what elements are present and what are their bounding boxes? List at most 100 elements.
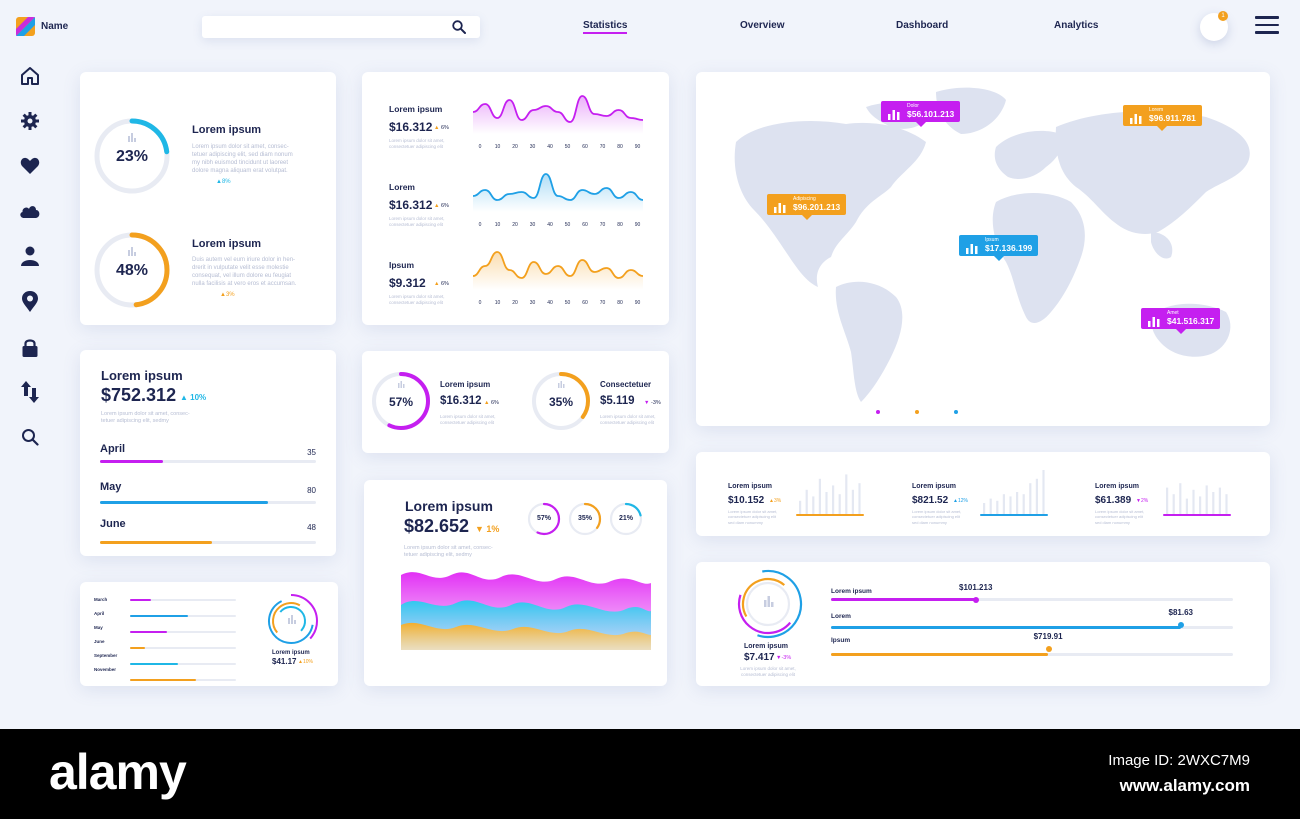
progress-handle[interactable] (1045, 645, 1052, 652)
location-pin-icon[interactable] (18, 289, 42, 313)
search-icon[interactable] (452, 20, 466, 39)
wave-caption: Lorem ipsum dolor sit amet, consectetuer… (389, 138, 445, 150)
donut-chart: 48% (92, 230, 172, 310)
pin-value: $96.201.213 (793, 201, 841, 212)
gear-icon[interactable] (18, 109, 42, 133)
wave-tick: 60 (582, 144, 588, 150)
wave-value: $9.312 (389, 276, 426, 290)
wave-change-value: 6% (440, 125, 449, 131)
donut-change: ▲3% (220, 292, 235, 298)
small-ring-chart: 35% (568, 502, 602, 536)
progress-label: Ipsum (831, 637, 851, 644)
month-value: 35 (307, 448, 316, 457)
wave-tick: 20 (512, 222, 518, 228)
bar-stat-title: Lorem ipsum (912, 483, 956, 490)
list-label: September (94, 653, 118, 658)
wave-caption: Lorem ipsum dolor sit amet, consectetuer… (389, 294, 445, 306)
pagination-dot[interactable] (954, 410, 958, 414)
wave-tick: 80 (617, 222, 623, 228)
progress-card: Lorem ipsum $7.417 ▼-3% Lorem ipsum dolo… (696, 562, 1270, 686)
wave-tick: 80 (617, 144, 623, 150)
nav-analytics[interactable]: Analytics (1054, 20, 1099, 31)
map-pin[interactable]: Amet $41.516.317 (1141, 308, 1221, 334)
pin-label: Lorem (1149, 107, 1164, 113)
bar-stat-change-value: 2% (1140, 498, 1149, 504)
progress-value: $719.91 (1033, 632, 1063, 641)
user-icon[interactable] (18, 244, 42, 268)
bar-stats-card: Lorem ipsum $10.152 ▲3% Lorem ipsum dolor s… (696, 452, 1270, 536)
home-icon[interactable] (18, 64, 42, 88)
wave-tick: 30 (530, 222, 536, 228)
heart-icon[interactable] (18, 154, 42, 178)
progress-handle[interactable] (973, 596, 980, 603)
map-pin[interactable]: Dolor $56.101.213 (881, 101, 961, 127)
mini-bar (996, 500, 999, 514)
months-card: Lorem ipsum $752.312 ▲ 10% Lorem ipsum d… (80, 350, 336, 556)
search-bar[interactable] (202, 16, 480, 38)
wave-tick: 80 (617, 300, 623, 306)
ring-arc (568, 502, 602, 536)
nav-overview[interactable]: Overview (740, 20, 785, 31)
donut-change-value: 3% (225, 292, 235, 298)
cloud-icon[interactable] (18, 199, 42, 223)
bar-stat-title: Lorem ipsum (728, 483, 772, 490)
list-progress-fill (130, 599, 152, 601)
search-icon[interactable] (18, 425, 42, 449)
bar-stat-value: $61.389 (1095, 495, 1132, 506)
wave-change-value: 6% (440, 281, 449, 287)
hamburger-menu-icon[interactable] (1255, 16, 1279, 36)
area-series (401, 622, 651, 650)
wave-value: $16.312 (389, 198, 433, 212)
site-url: www.alamy.com (1119, 776, 1250, 795)
pagination-dot[interactable] (915, 410, 919, 414)
wave-tick: 50 (565, 144, 571, 150)
pin-value: $41.516.317 (1167, 315, 1215, 326)
sort-arrows-icon[interactable] (18, 380, 42, 404)
pin-label: Adipiscing (793, 196, 816, 202)
wave-chart: 0 10 20 30 40 50 60 70 80 90 (472, 173, 644, 228)
donut-percent: 57% (388, 395, 414, 409)
list-label: May (94, 625, 103, 630)
wave-change-value: 6% (440, 203, 449, 209)
donut-text: Duis autem vel eum iriure dolor in hen- … (192, 257, 297, 288)
pagination-dot[interactable] (876, 410, 880, 414)
list-progress-fill (130, 663, 178, 665)
lock-icon[interactable] (18, 335, 42, 359)
bar-chart-icon (888, 109, 900, 120)
app-logo[interactable] (16, 17, 35, 36)
mini-title: Lorem ipsum (440, 380, 491, 389)
mini-bar (1002, 494, 1005, 514)
bar-stat-caption: Lorem ipsum dolor sit amet, consectetuer… (912, 509, 962, 525)
change-badge: ▼-3% (776, 655, 792, 661)
mini-bar-baseline (980, 514, 1048, 516)
nav-statistics[interactable]: Statistics (583, 20, 628, 34)
list-progress-track (130, 663, 236, 665)
ring-value: $7.417 (744, 652, 775, 663)
mini-bar (1016, 492, 1019, 514)
mini-bar (1035, 478, 1038, 514)
mini-bar (1185, 498, 1188, 514)
card-caption: Lorem ipsum dolor sit amet, consec- tetu… (404, 545, 493, 559)
progress-handle[interactable] (1178, 621, 1185, 628)
mini-bar-baseline (1163, 514, 1231, 516)
mini-donut-chart: 57% (371, 371, 431, 431)
bar-stat-change: ▼2% (1136, 498, 1149, 504)
donut-percent: 23% (115, 148, 149, 165)
map-pin[interactable]: Lorem $96.911.781 (1123, 105, 1202, 131)
mini-bar (1009, 496, 1012, 514)
mini-donut-chart: 35% (531, 371, 591, 431)
map-pin[interactable]: Adipiscing $96.201.213 (767, 194, 847, 220)
search-input[interactable] (202, 16, 442, 38)
wave-caption: Lorem ipsum dolor sit amet, consectetuer… (389, 216, 445, 228)
nav-dashboard[interactable]: Dashboard (896, 20, 949, 31)
map-pin[interactable]: Ipsum $17.136.199 (959, 235, 1039, 261)
wave-line (472, 173, 644, 201)
mini-bar (1218, 487, 1221, 514)
notification-badge: 1 (1218, 11, 1228, 21)
mini-bar-baseline (796, 514, 864, 516)
mini-bar (1042, 470, 1045, 514)
progress-track (831, 598, 1233, 601)
list-label: November (94, 667, 117, 672)
wave-tick: 60 (582, 300, 588, 306)
pin-label: Dolor (907, 103, 919, 109)
